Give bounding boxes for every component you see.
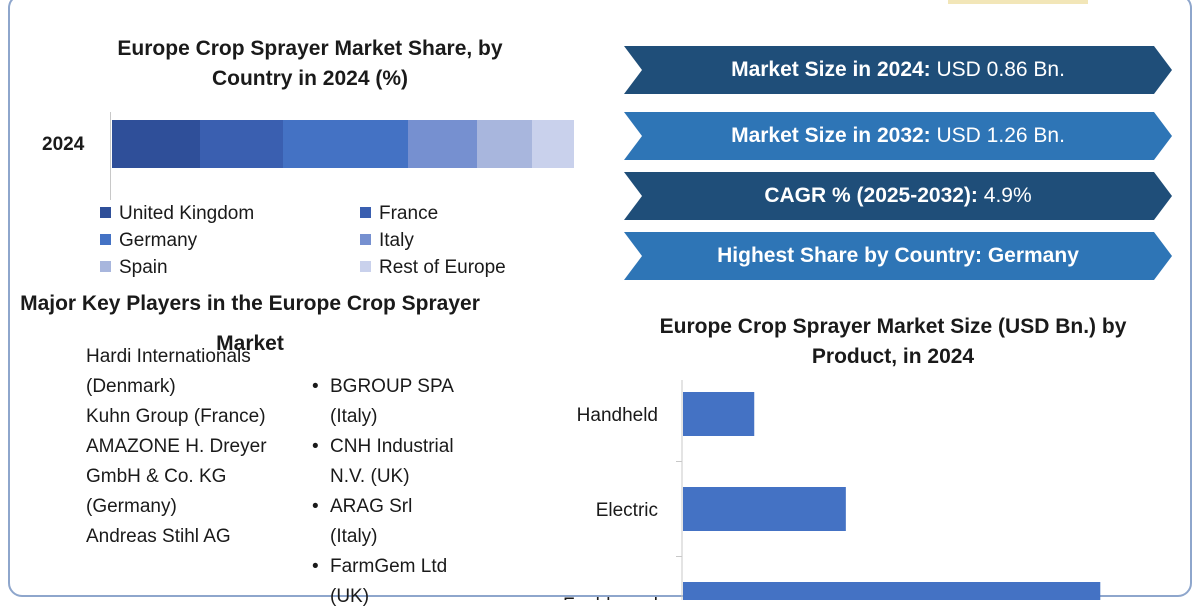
banner-arrow-shape xyxy=(624,232,1172,280)
player-name: BGROUP SPA(Italy) xyxy=(312,372,482,432)
key-players-title: Major Key Players in the Europe Crop Spr… xyxy=(20,292,480,355)
legend-item: Italy xyxy=(360,230,414,252)
bar-segment-rest-of-europe xyxy=(532,120,574,168)
banner-label: Market Size in 2032: xyxy=(731,124,931,147)
banner-value: USD 0.86 Bn. xyxy=(930,58,1065,81)
bar-segment-united-kingdom xyxy=(112,120,200,168)
legend-swatch xyxy=(100,261,111,272)
banner-text: Highest Share by Country: Germany xyxy=(624,232,1172,280)
legend-label: United Kingdom xyxy=(119,203,255,224)
bar-electric xyxy=(683,487,846,531)
banner-value: USD 1.26 Bn. xyxy=(930,124,1065,147)
banner-text: CAGR % (2025-2032): 4.9% xyxy=(624,172,1172,220)
player-name: FarmGem Ltd(UK) xyxy=(312,552,482,612)
banner-value: 4.9% xyxy=(977,184,1032,207)
legend-swatch xyxy=(360,261,371,272)
bar-segment-germany xyxy=(282,120,408,168)
legend-item: France xyxy=(360,203,438,225)
banner-arrow-shape xyxy=(624,172,1172,220)
player-name: ARAG Srl(Italy) xyxy=(312,492,482,552)
legend-swatch xyxy=(360,234,371,245)
metric-banner: CAGR % (2025-2032): 4.9% xyxy=(624,172,1172,220)
bar-segment-spain xyxy=(476,120,533,168)
banner-arrow-shape xyxy=(624,46,1172,94)
banner-arrow-shape xyxy=(624,112,1172,160)
legend-swatch xyxy=(100,234,111,245)
category-label: Fuel-based xyxy=(563,595,658,600)
players-list-left: Hardi Internationals (Denmark) Kuhn Group… xyxy=(86,342,286,552)
legend-label: France xyxy=(379,203,439,224)
category-label: Handheld xyxy=(577,405,658,426)
category-axis-line xyxy=(110,112,111,200)
bar-handheld xyxy=(683,392,755,436)
legend-item: Rest of Europe xyxy=(360,257,506,279)
banner-label: Highest Share by Country: Germany xyxy=(717,244,1079,267)
banner-label: Market Size in 2024: xyxy=(731,58,931,81)
metric-banner: Highest Share by Country: Germany xyxy=(624,232,1172,280)
bar-segment-france xyxy=(199,120,283,168)
banner-text: Market Size in 2032: USD 1.26 Bn. xyxy=(624,112,1172,160)
player-name: Andreas Stihl AG xyxy=(86,526,231,547)
player-name: Hardi Internationals (Denmark) xyxy=(86,346,251,397)
legend-item: Germany xyxy=(100,230,197,252)
metric-banner: Market Size in 2032: USD 1.26 Bn. xyxy=(624,112,1172,160)
legend-item: United Kingdom xyxy=(100,203,254,225)
product-chart-title: Europe Crop Sprayer Market Size (USD Bn.… xyxy=(659,315,1127,368)
legend-swatch xyxy=(100,207,111,218)
bar-fuel-based xyxy=(683,582,1101,600)
legend-label: Rest of Europe xyxy=(379,257,506,278)
country-share-chart-title: Europe Crop Sprayer Market Share, by Cou… xyxy=(117,37,503,90)
banner-text: Market Size in 2024: USD 0.86 Bn. xyxy=(624,46,1172,94)
legend-label: Spain xyxy=(119,257,168,278)
legend-item: Spain xyxy=(100,257,168,279)
legend-swatch xyxy=(360,207,371,218)
logo-fragment xyxy=(948,0,1088,4)
bar-segment-italy xyxy=(407,120,477,168)
metric-banner: Market Size in 2024: USD 0.86 Bn. xyxy=(624,46,1172,94)
legend-label: Italy xyxy=(379,230,414,251)
category-label: Electric xyxy=(596,500,658,521)
stacked-share-bar xyxy=(112,120,574,168)
product-bar-chart: Handheld Electric Fuel-based xyxy=(563,380,1101,600)
legend-label: Germany xyxy=(119,230,198,251)
stack-category-label: 2024 xyxy=(42,134,85,155)
banner-label: CAGR % (2025-2032): xyxy=(764,184,978,207)
player-name: Kuhn Group (France) xyxy=(86,406,266,427)
player-name: AMAZONE H. Dreyer GmbH & Co. KG (Germany… xyxy=(86,436,267,517)
